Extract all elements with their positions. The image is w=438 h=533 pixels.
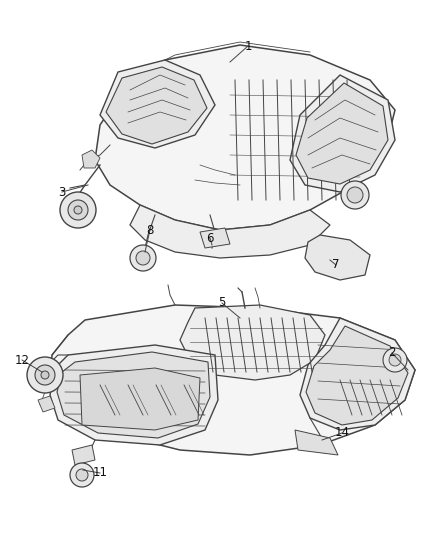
Circle shape xyxy=(76,469,88,481)
Text: 11: 11 xyxy=(92,466,107,480)
Circle shape xyxy=(347,187,363,203)
Polygon shape xyxy=(100,60,215,148)
Polygon shape xyxy=(180,305,325,380)
Circle shape xyxy=(74,206,82,214)
Polygon shape xyxy=(200,228,230,248)
Polygon shape xyxy=(295,430,338,455)
Text: 5: 5 xyxy=(218,296,226,310)
Text: 7: 7 xyxy=(332,259,340,271)
Circle shape xyxy=(68,200,88,220)
Polygon shape xyxy=(72,445,95,465)
Text: 6: 6 xyxy=(206,231,214,245)
Circle shape xyxy=(341,181,369,209)
Polygon shape xyxy=(300,318,415,430)
Text: 14: 14 xyxy=(335,426,350,440)
Circle shape xyxy=(383,348,407,372)
Circle shape xyxy=(70,463,94,487)
Polygon shape xyxy=(38,396,55,412)
Circle shape xyxy=(130,245,156,271)
Text: 3: 3 xyxy=(58,185,66,198)
Polygon shape xyxy=(82,150,100,168)
Polygon shape xyxy=(80,368,200,430)
Polygon shape xyxy=(306,326,408,425)
Polygon shape xyxy=(95,45,395,230)
Text: 2: 2 xyxy=(388,346,396,359)
Circle shape xyxy=(27,357,63,393)
Polygon shape xyxy=(130,205,330,258)
Polygon shape xyxy=(50,305,415,455)
Polygon shape xyxy=(290,75,395,192)
Circle shape xyxy=(136,251,150,265)
Polygon shape xyxy=(106,67,207,144)
Circle shape xyxy=(60,192,96,228)
Polygon shape xyxy=(50,345,218,445)
Text: 12: 12 xyxy=(14,353,29,367)
Circle shape xyxy=(389,354,401,366)
Text: 1: 1 xyxy=(244,39,252,52)
Polygon shape xyxy=(296,83,388,184)
Text: 8: 8 xyxy=(146,223,154,237)
Circle shape xyxy=(35,365,55,385)
Polygon shape xyxy=(57,352,210,438)
Circle shape xyxy=(41,371,49,379)
Polygon shape xyxy=(305,235,370,280)
